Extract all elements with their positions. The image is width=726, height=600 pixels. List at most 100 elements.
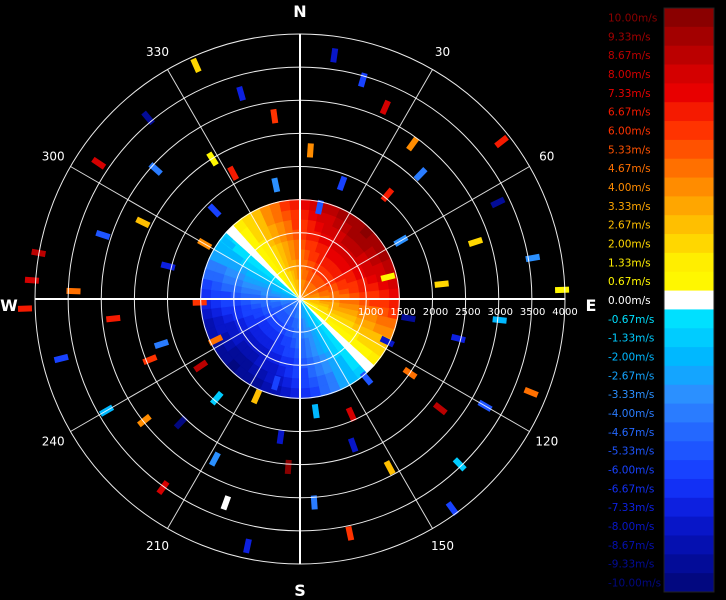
azimuth-labels: 30 60 120 150 210 240 300 330 [42, 45, 559, 553]
colorbar-label: 5.33m/s [608, 144, 651, 156]
range-gate [271, 375, 281, 391]
range-gate [413, 167, 428, 182]
center-scan-cell [369, 290, 381, 300]
velocity-colorbar: 10.00m/s 9.33m/s 8.67m/s 8.00m/s 7.33m/s 6.67… [608, 7, 715, 593]
center-scan-cell [388, 288, 401, 300]
center-scan-cell [299, 387, 311, 400]
colorbar-label: -9.33m/s [608, 559, 654, 571]
center-scan-cell [299, 358, 308, 370]
range-gate [330, 47, 339, 63]
center-scan-cell [219, 290, 231, 300]
range-gate [53, 353, 69, 364]
range-label: 2500 [455, 307, 480, 318]
colorbar-label: 9.33m/s [608, 31, 651, 43]
azimuth-spoke [70, 166, 301, 300]
colorbar-label: -4.67m/s [608, 427, 654, 439]
range-gate [192, 299, 207, 306]
colorbar-label: -7.33m/s [608, 502, 654, 514]
range-gate [467, 236, 484, 247]
colorbar-swatch [664, 271, 714, 292]
range-gate [310, 495, 318, 510]
polar-grid [34, 33, 566, 565]
colorbar-label: -5.33m/s [608, 446, 654, 458]
range-gate [173, 415, 188, 430]
range-gate [156, 480, 170, 496]
colorbar-swatch [664, 26, 714, 47]
range-gate [137, 413, 152, 428]
colorbar-label: -0.67m/s [608, 314, 654, 326]
range-gate [160, 261, 176, 271]
range-gate [380, 187, 395, 203]
azimuth-spoke [70, 298, 301, 432]
azimuth-label: 30 [435, 45, 450, 59]
azimuth-label: 330 [146, 45, 169, 59]
colorbar-swatch [664, 347, 714, 367]
center-scan-cell [377, 279, 390, 291]
range-label: 4000 [552, 307, 577, 318]
center-scan-cell [308, 376, 320, 389]
range-gate [91, 156, 107, 170]
center-scan-cell [219, 298, 231, 308]
range-gate [221, 236, 236, 250]
range-label: 1500 [390, 307, 415, 318]
colorbar-label: -8.00m/s [608, 521, 654, 533]
center-scan-cell [299, 208, 310, 220]
colorbar-swatch [664, 215, 714, 235]
center-scan-cell [229, 298, 241, 307]
azimuth-label: 60 [539, 150, 554, 164]
colorbar-label: -2.00m/s [608, 352, 654, 364]
range-gate [190, 57, 202, 73]
range-gate [284, 459, 292, 475]
colorbar-label: -10.00m/s [608, 578, 661, 590]
colorbar-label: 0.67m/s [608, 276, 651, 288]
colorbar-swatch [664, 554, 714, 574]
range-gate [490, 196, 506, 209]
range-gate [243, 538, 252, 554]
colorbar-swatch [664, 365, 714, 386]
colorbar-swatch [664, 102, 714, 122]
range-labels: 1000 1500 2000 2500 3000 3500 4000 [358, 307, 578, 318]
colorbar-label: 3.33m/s [608, 201, 651, 213]
azimuth-label: 210 [146, 539, 169, 553]
cardinal-north: N [293, 2, 306, 21]
colorbar-label: 4.00m/s [608, 182, 651, 194]
range-gate [208, 451, 221, 467]
azimuth-spoke [167, 298, 301, 529]
center-scan-cell [291, 218, 301, 230]
range-gate [452, 457, 467, 472]
range-gate [345, 525, 355, 541]
azimuth-label: 120 [535, 435, 558, 449]
range-gate [271, 177, 281, 193]
range-gate [523, 386, 539, 398]
colorbar-label: -8.67m/s [608, 540, 654, 552]
range-gate [227, 165, 240, 181]
colorbar-label: 8.00m/s [608, 69, 651, 81]
range-gate [17, 305, 33, 312]
center-scan-cell [289, 198, 301, 211]
range-gate [250, 388, 263, 405]
colorbar-label: -3.33m/s [608, 389, 654, 401]
colorbar-swatch [664, 497, 714, 518]
colorbar-label: 8.67m/s [608, 50, 651, 62]
center-scan-cell [379, 289, 391, 300]
range-gate [359, 371, 374, 386]
range-gate [432, 401, 448, 416]
colorbar-label: 2.00m/s [608, 238, 651, 250]
range-gate [66, 287, 81, 295]
colorbar-swatch [664, 83, 714, 103]
range-gate [105, 314, 121, 323]
range-gate [383, 460, 396, 476]
range-gate [445, 501, 459, 516]
colorbar-swatch [664, 309, 714, 329]
colorbar-swatch [664, 158, 714, 179]
range-gate [554, 286, 570, 294]
center-scan-cell [299, 378, 310, 390]
colorbar-swatch [664, 573, 714, 593]
azimuth-spoke [299, 69, 433, 300]
range-gate [236, 86, 246, 102]
range-gate [270, 108, 279, 124]
cardinal-south: S [294, 581, 306, 600]
azimuth-spoke [299, 166, 530, 300]
range-gate [336, 175, 348, 191]
center-scan-cell [289, 387, 301, 400]
